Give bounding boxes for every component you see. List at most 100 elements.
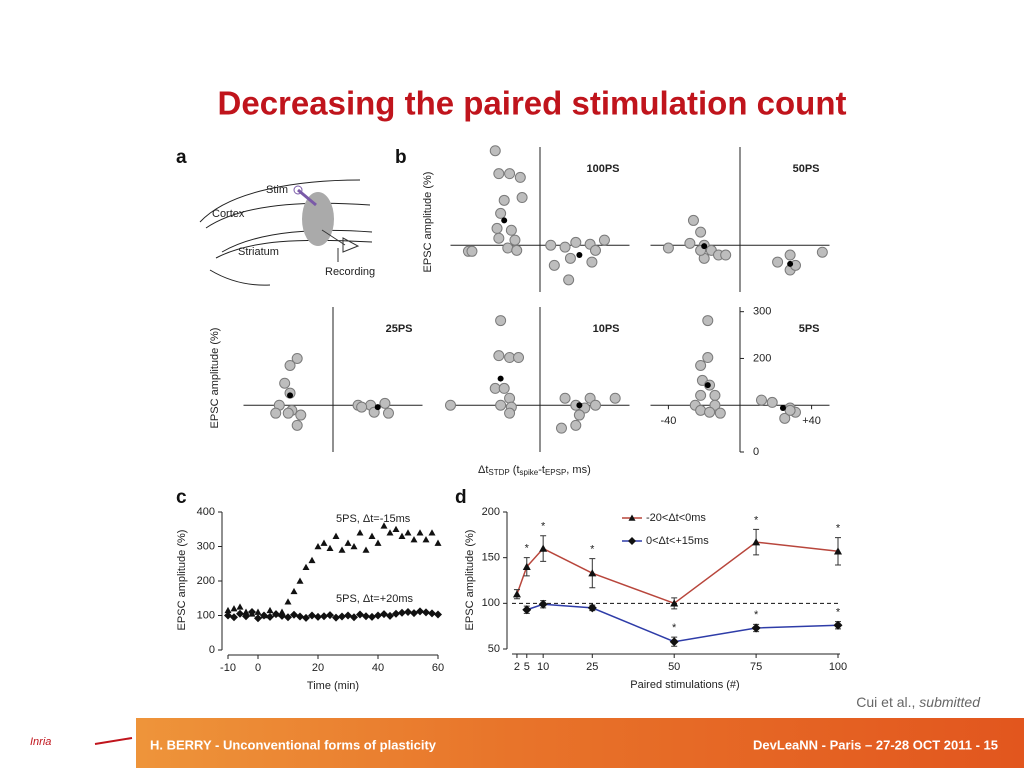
data-point <box>224 611 232 620</box>
x-tick-label: +40 <box>802 415 821 427</box>
y-tick-label: 150 <box>482 552 500 564</box>
data-point <box>684 237 696 249</box>
legend-marker <box>628 537 636 545</box>
significance-star: * <box>525 543 530 555</box>
data-point <box>374 539 382 546</box>
x-axis-label-part: , ms) <box>566 464 590 476</box>
y-axis-label: EPSC amplitude (%) <box>209 328 221 429</box>
mean-point <box>501 217 508 224</box>
data-point <box>291 419 303 431</box>
significance-star: * <box>541 521 546 533</box>
y-axis-label: EPSC amplitude (%) <box>464 530 476 631</box>
y-tick-label: 300 <box>753 306 771 318</box>
recording-electrode <box>321 229 346 246</box>
data-point <box>380 522 388 529</box>
data-point <box>350 613 358 622</box>
data-point <box>428 609 436 618</box>
data-point <box>242 612 250 621</box>
data-point <box>374 611 382 620</box>
x-axis-label-part: STDP <box>488 468 509 477</box>
data-point <box>513 352 525 364</box>
data-point <box>230 605 238 612</box>
logo-box <box>0 705 136 768</box>
striatum-edge <box>221 229 373 253</box>
data-point <box>720 249 732 261</box>
x-tick-label: -10 <box>220 662 236 674</box>
mean-point <box>704 382 711 389</box>
mean-point <box>497 375 504 382</box>
data-point <box>598 234 610 246</box>
panel-a: a Stim Cortex Striatum Recording <box>176 147 375 286</box>
citation-authors: Cui et al., <box>856 694 915 710</box>
data-point <box>588 569 597 577</box>
data-point <box>308 556 316 564</box>
data-point <box>833 620 843 630</box>
subplot-label: 100PS <box>586 163 619 175</box>
data-point <box>410 609 418 618</box>
series-annotation: 5PS, Δt=+20ms <box>336 593 414 605</box>
y-axis-label: EPSC amplitude (%) <box>422 172 434 273</box>
mean-point <box>787 260 794 267</box>
data-point <box>254 608 262 615</box>
data-point <box>362 612 370 621</box>
data-point <box>702 352 714 364</box>
data-point <box>784 404 796 416</box>
data-point <box>356 401 368 413</box>
data-point <box>670 599 679 607</box>
data-point <box>416 607 424 616</box>
data-point <box>498 382 510 394</box>
data-point <box>555 422 567 434</box>
legend-label: -20<Δt<0ms <box>646 512 706 524</box>
x-tick-label: 100 <box>829 661 847 673</box>
data-point <box>368 612 376 621</box>
data-point <box>290 610 298 619</box>
data-point <box>236 609 244 618</box>
data-point <box>382 407 394 419</box>
x-tick-label: 2 <box>514 661 520 673</box>
data-point <box>538 599 548 609</box>
y-tick-label: 200 <box>482 506 500 518</box>
y-tick-label: 400 <box>197 506 215 518</box>
data-point <box>362 546 370 553</box>
y-tick-label: 100 <box>482 597 500 609</box>
data-point <box>356 529 364 536</box>
brain-outline <box>199 179 361 223</box>
data-point <box>296 577 304 584</box>
y-tick-label: 100 <box>197 609 215 621</box>
data-point <box>398 532 406 539</box>
data-point <box>522 562 531 570</box>
data-point <box>379 397 391 409</box>
data-point <box>344 611 352 620</box>
data-point <box>398 608 406 617</box>
data-point <box>314 543 322 550</box>
data-point <box>695 389 707 401</box>
y-tick-label: 200 <box>753 352 771 364</box>
data-point <box>224 606 232 614</box>
data-point <box>266 612 274 621</box>
recording-area <box>302 192 334 246</box>
data-point <box>570 419 582 431</box>
data-point <box>230 613 238 622</box>
data-point <box>320 612 328 621</box>
diagram-label: Recording <box>325 266 375 278</box>
data-point <box>559 392 571 404</box>
data-point <box>514 171 526 183</box>
data-point <box>320 539 328 546</box>
data-point <box>563 274 575 286</box>
mean-point <box>576 252 583 259</box>
x-tick-label: 20 <box>312 662 324 674</box>
data-point <box>338 546 346 553</box>
data-point <box>502 242 514 254</box>
data-point <box>570 236 582 248</box>
x-tick-label: -40 <box>660 415 676 427</box>
data-point <box>302 563 310 570</box>
data-point <box>687 214 699 226</box>
x-axis-label: Time (min) <box>307 680 359 692</box>
data-point <box>587 603 597 613</box>
mean-point <box>779 405 786 412</box>
data-point <box>512 590 521 598</box>
data-point <box>279 377 291 389</box>
data-point <box>509 234 521 246</box>
data-point <box>669 637 679 647</box>
diagram-label: Striatum <box>238 246 279 258</box>
